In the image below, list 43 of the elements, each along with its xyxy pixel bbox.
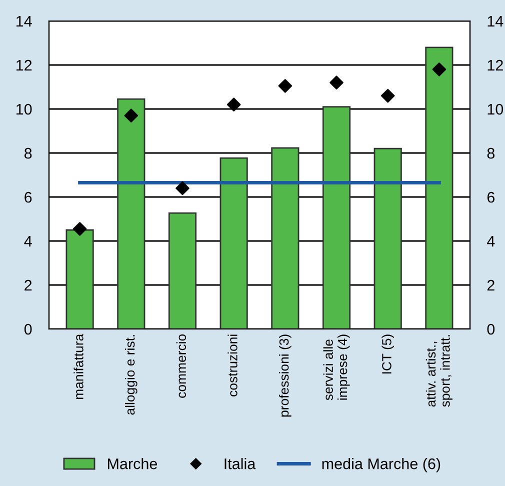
x-tick-label: alloggio e rist. [124,335,138,415]
y-tick-label: 4 [24,236,32,247]
x-tick-label: professioni (3) [279,334,292,417]
bar [271,147,300,329]
bar [374,148,402,329]
legend-label: Marche [108,458,157,470]
point [380,88,395,103]
x-tick-label: ICT (5) [382,334,394,374]
y-tick-label: 10 [16,104,32,115]
y2-tick-label: 4 [487,236,495,247]
y2-tick-label: 8 [487,148,494,159]
bar [322,106,351,329]
x-tick-label: manifattura [74,334,84,399]
point [226,98,241,112]
y2-tick-label: 10 [488,104,504,115]
y-tick-label: 8 [24,148,32,159]
x-tick-label: commercio [176,334,186,398]
y2-tick-label: 14 [488,16,504,27]
bar [425,46,454,329]
point [278,78,292,93]
y2-tick-label: 12 [488,60,503,71]
bar [168,212,197,329]
y-tick-label: 12 [16,60,32,71]
legend-label: media Marche (6) [322,458,440,472]
legend-label: Italia [224,458,256,470]
point [176,181,190,196]
y-tick-label: 14 [16,16,32,27]
bar [66,229,94,329]
point [432,62,446,76]
bar [220,157,248,329]
bar [117,98,146,329]
point [330,76,344,90]
y-tick-label: 6 [24,192,32,203]
y2-tick-label: 0 [487,324,495,335]
x-tick-label: costruzioni [228,334,238,396]
point [124,108,138,123]
x-tick-label: attiv. artist., sport, intratt. [426,335,452,407]
point [72,222,87,236]
y-tick-label: 0 [24,324,32,335]
x-tick-label: servizi alle imprese (4) [323,334,350,400]
y2-tick-label: 2 [487,280,494,291]
y2-tick-label: 6 [487,192,494,203]
y-tick-label: 2 [24,280,32,291]
